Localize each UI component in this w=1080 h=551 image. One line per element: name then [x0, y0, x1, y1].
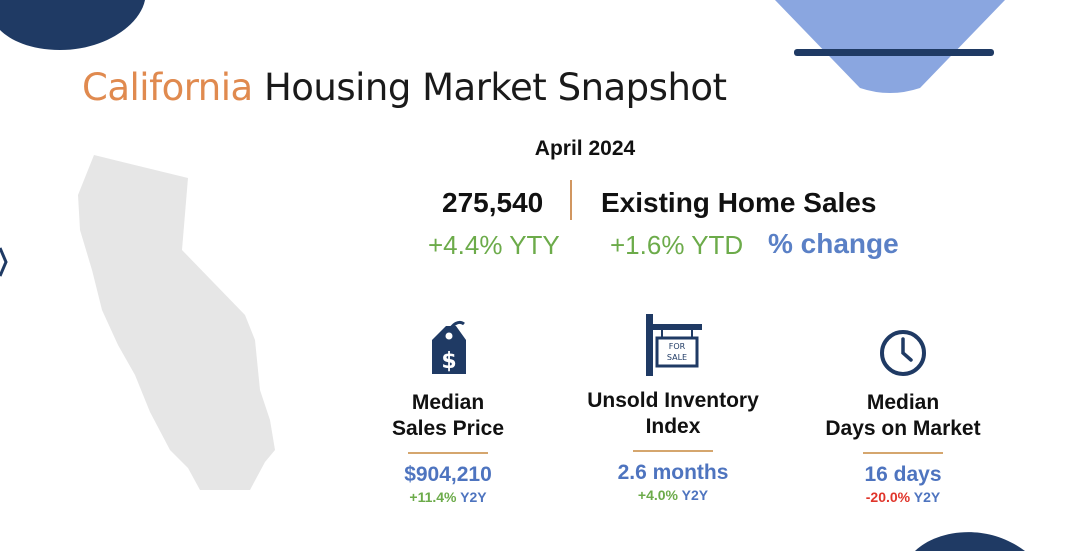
- top-left-blob-decoration: [0, 0, 145, 50]
- sales-label: Existing Home Sales: [601, 187, 877, 218]
- title-rest: Housing Market Snapshot: [252, 66, 727, 109]
- sales-ytd-change: +1.6% YTD: [610, 230, 744, 260]
- metric-divider: [863, 452, 943, 454]
- svg-text:FOR: FOR: [669, 342, 686, 351]
- metric-divider: [408, 452, 488, 454]
- california-map: [78, 155, 275, 490]
- metric-value: $904,210: [404, 463, 492, 486]
- left-edge-chevron-decoration: [0, 247, 8, 277]
- metric-value: 16 days: [864, 463, 942, 486]
- metric-label: Median Sales Price: [391, 391, 505, 440]
- metric-divider: [633, 450, 713, 452]
- metric-value: 2.6 months: [617, 461, 729, 484]
- metric-delta: -20.0% Y2Y: [865, 489, 941, 505]
- svg-text:$: $: [441, 349, 456, 374]
- metric-delta: +4.0% Y2Y: [637, 487, 709, 503]
- metric-label: Unsold Inventory Index: [587, 389, 759, 438]
- bottom-right-blob-decoration: [915, 532, 1025, 551]
- period-label: April 2024: [534, 137, 636, 160]
- metric-label: Median Days on Market: [825, 391, 981, 440]
- metric-unsold-inventory-index: FOR SALE Unsold Inventory Index 2.6 mont…: [563, 310, 783, 504]
- percent-change-label: % change: [768, 228, 899, 259]
- metric-median-days-on-market: Median Days on Market 16 days -20.0% Y2Y: [793, 312, 1013, 506]
- divider: [570, 180, 572, 220]
- svg-text:SALE: SALE: [667, 353, 687, 362]
- for-sale-sign-icon: FOR SALE: [646, 314, 702, 376]
- title-accent: California: [82, 66, 253, 109]
- metric-median-sales-price: $ Median Sales Price $904,210 +11.4% Y2Y: [338, 312, 558, 506]
- sales-value: 275,540: [442, 187, 544, 218]
- top-right-triangle-decoration: [775, 0, 1005, 93]
- price-tag-dollar-icon: $: [432, 320, 466, 374]
- sales-yty-change: +4.4% YTY: [428, 230, 560, 260]
- metric-delta: +11.4% Y2Y: [409, 489, 487, 505]
- page-title: California Housing Market Snapshot: [82, 66, 727, 109]
- clock-icon: [880, 330, 926, 376]
